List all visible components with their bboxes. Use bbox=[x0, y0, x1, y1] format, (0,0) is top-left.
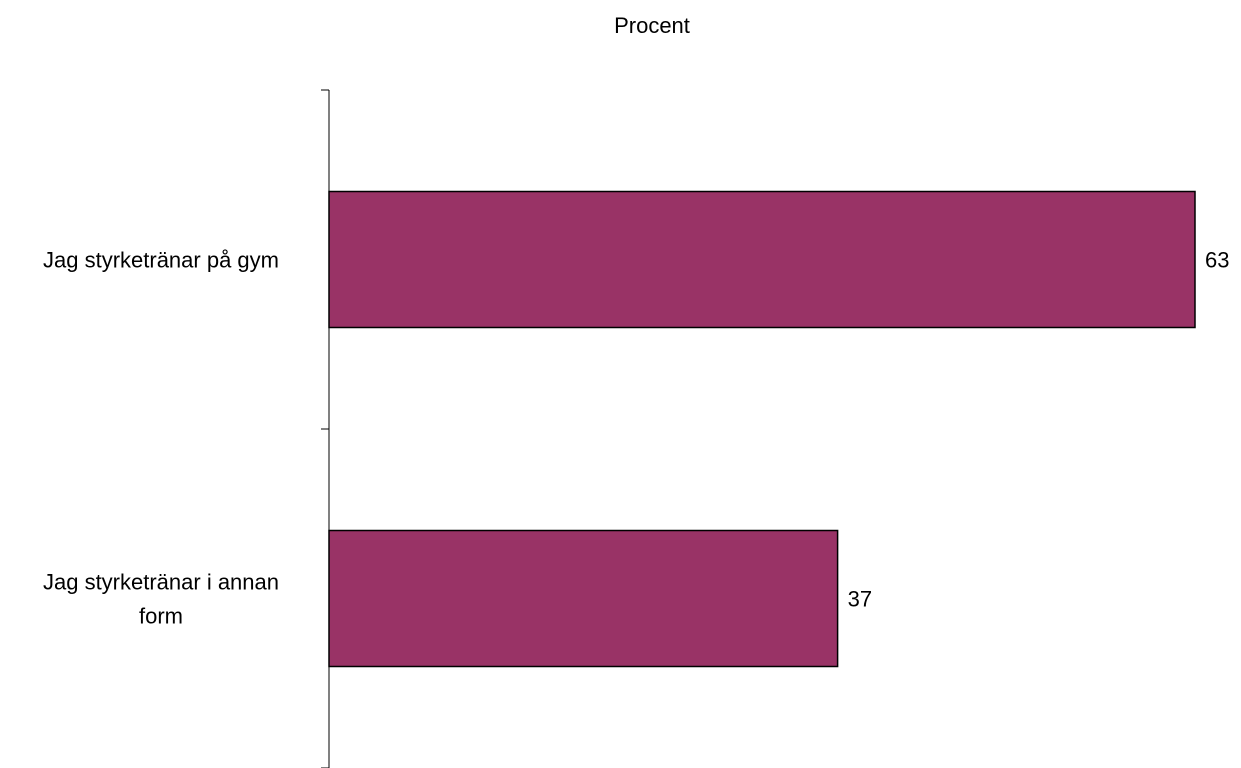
y-axis-ticks bbox=[321, 89, 329, 768]
data-label-1: 37 bbox=[848, 587, 872, 612]
category-labels: Jag styrketränar på gym Jag styrketränar … bbox=[43, 248, 279, 629]
bar-0 bbox=[328, 190, 1196, 329]
chart-title: Procent bbox=[614, 13, 690, 38]
value-labels: 63 37 bbox=[848, 248, 1230, 612]
bars bbox=[328, 190, 1196, 668]
category-label-1-line-0: Jag styrketränar i annan bbox=[43, 570, 279, 595]
category-label-0-line-0: Jag styrketränar på gym bbox=[43, 248, 279, 273]
data-label-0: 63 bbox=[1205, 248, 1229, 273]
category-label-1-line-1: form bbox=[139, 604, 183, 629]
bar-1 bbox=[328, 529, 839, 668]
